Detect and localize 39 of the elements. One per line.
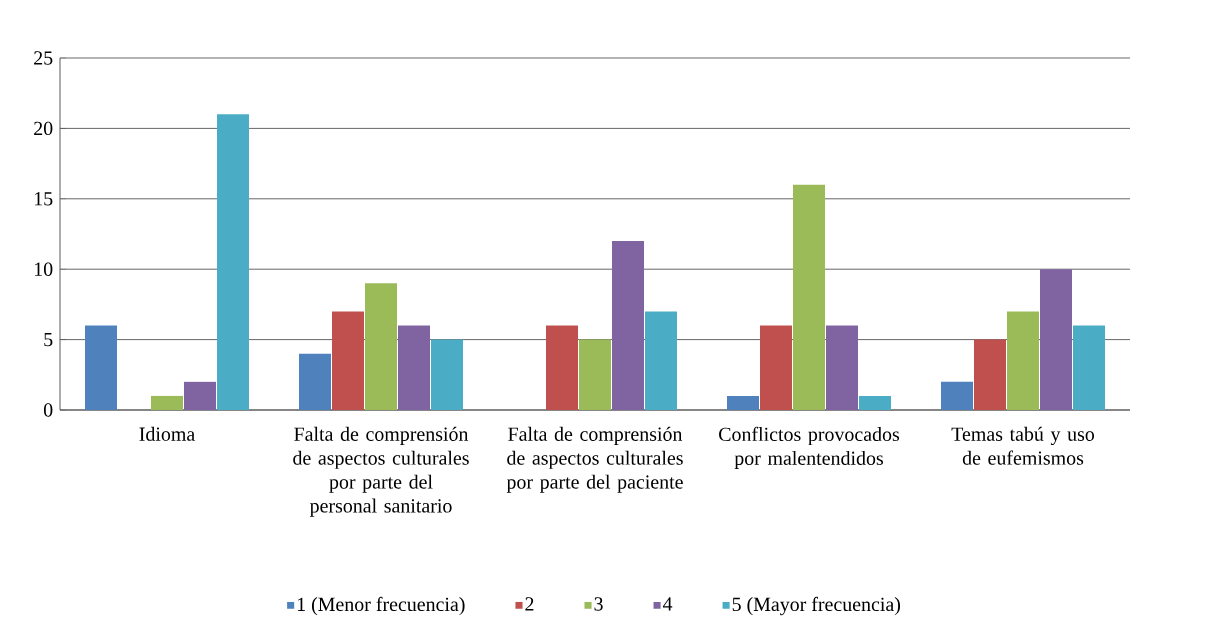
x-tick-label: Falta de comprensión de aspectos culturales por parte del personal sanitario [293,426,469,517]
bar [85,325,117,410]
bar [431,339,463,410]
x-tick-label: Idioma [139,426,195,441]
bar [793,184,825,410]
bar [859,395,891,410]
y-tick-label: 20 [34,121,53,136]
x-tick-label: Temas tabú y uso de eufemismos [951,426,1095,465]
bar [726,395,759,410]
legend-label: 4 [662,597,673,611]
bar [1072,325,1105,410]
bar [973,339,1006,410]
y-tick-label: 25 [34,51,53,65]
bar [217,114,249,410]
bar [299,353,331,410]
bar [760,325,792,410]
y-tick-label: 10 [34,262,53,276]
bar [1039,269,1072,410]
y-tick-label: 0 [43,403,53,417]
bar [579,339,611,410]
legend-label: 2 [525,597,534,611]
bar [151,395,183,410]
bar [645,311,677,410]
bar [398,325,430,410]
bar [1006,311,1039,410]
bar [826,325,858,410]
bar [184,381,216,410]
y-tick-label: 5 [44,332,53,347]
bar [546,325,578,410]
legend-label: 5 (Mayor frecuencia) [732,596,901,616]
bar [612,241,644,410]
legend-label: 3 [594,597,603,611]
x-tick-label: Falta de comprensión de aspectos culturales por parte del paciente [506,426,683,493]
bar [365,283,397,410]
bar [332,311,364,410]
legend-label: 1 (Menor frecuencia) [297,596,465,616]
y-tick-label: 15 [34,192,53,206]
bar [940,381,973,410]
x-tick-label: Conflictos provocados por malentendidos [719,426,900,470]
